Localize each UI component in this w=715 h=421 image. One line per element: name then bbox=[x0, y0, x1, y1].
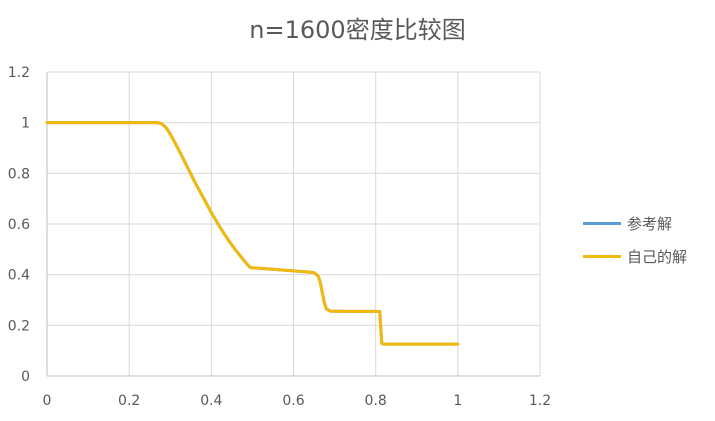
y-tick-label: 0.8 bbox=[8, 166, 30, 182]
x-tick-label: 1.2 bbox=[529, 393, 551, 409]
y-tick-label: 1.2 bbox=[8, 65, 30, 81]
grid-lines bbox=[47, 71, 541, 376]
series-lines bbox=[45, 121, 460, 346]
y-tick-label: 0.2 bbox=[8, 318, 30, 334]
y-tick-label: 0.4 bbox=[8, 268, 30, 284]
x-tick-label: 1 bbox=[453, 393, 462, 409]
x-tick-label: 0 bbox=[43, 393, 52, 409]
legend-item-reference: 参考解 bbox=[583, 207, 708, 240]
x-tick-labels: 0 0.2 0.4 0.6 0.8 1 1.2 bbox=[43, 393, 552, 409]
series-line-1 bbox=[45, 121, 460, 346]
x-tick-label: 0.8 bbox=[365, 393, 387, 409]
legend-label-reference: 参考解 bbox=[627, 215, 673, 233]
legend-swatch-reference bbox=[583, 222, 621, 225]
y-tick-label: 0 bbox=[21, 369, 30, 385]
legend-swatch-own bbox=[583, 255, 621, 258]
y-tick-labels: 0 0.2 0.4 0.6 0.8 1 1.2 bbox=[8, 65, 30, 385]
x-tick-label: 0.6 bbox=[282, 393, 304, 409]
x-tick-label: 0.4 bbox=[200, 393, 222, 409]
series-line-0 bbox=[45, 121, 460, 346]
chart-title: n=1600密度比较图 bbox=[249, 16, 466, 44]
y-tick-label: 0.6 bbox=[8, 217, 30, 233]
legend-label-own: 自己的解 bbox=[627, 248, 688, 266]
legend: 参考解 自己的解 bbox=[583, 207, 708, 273]
x-tick-label: 0.2 bbox=[118, 393, 140, 409]
legend-item-own: 自己的解 bbox=[583, 240, 708, 273]
y-tick-label: 1 bbox=[21, 116, 30, 132]
